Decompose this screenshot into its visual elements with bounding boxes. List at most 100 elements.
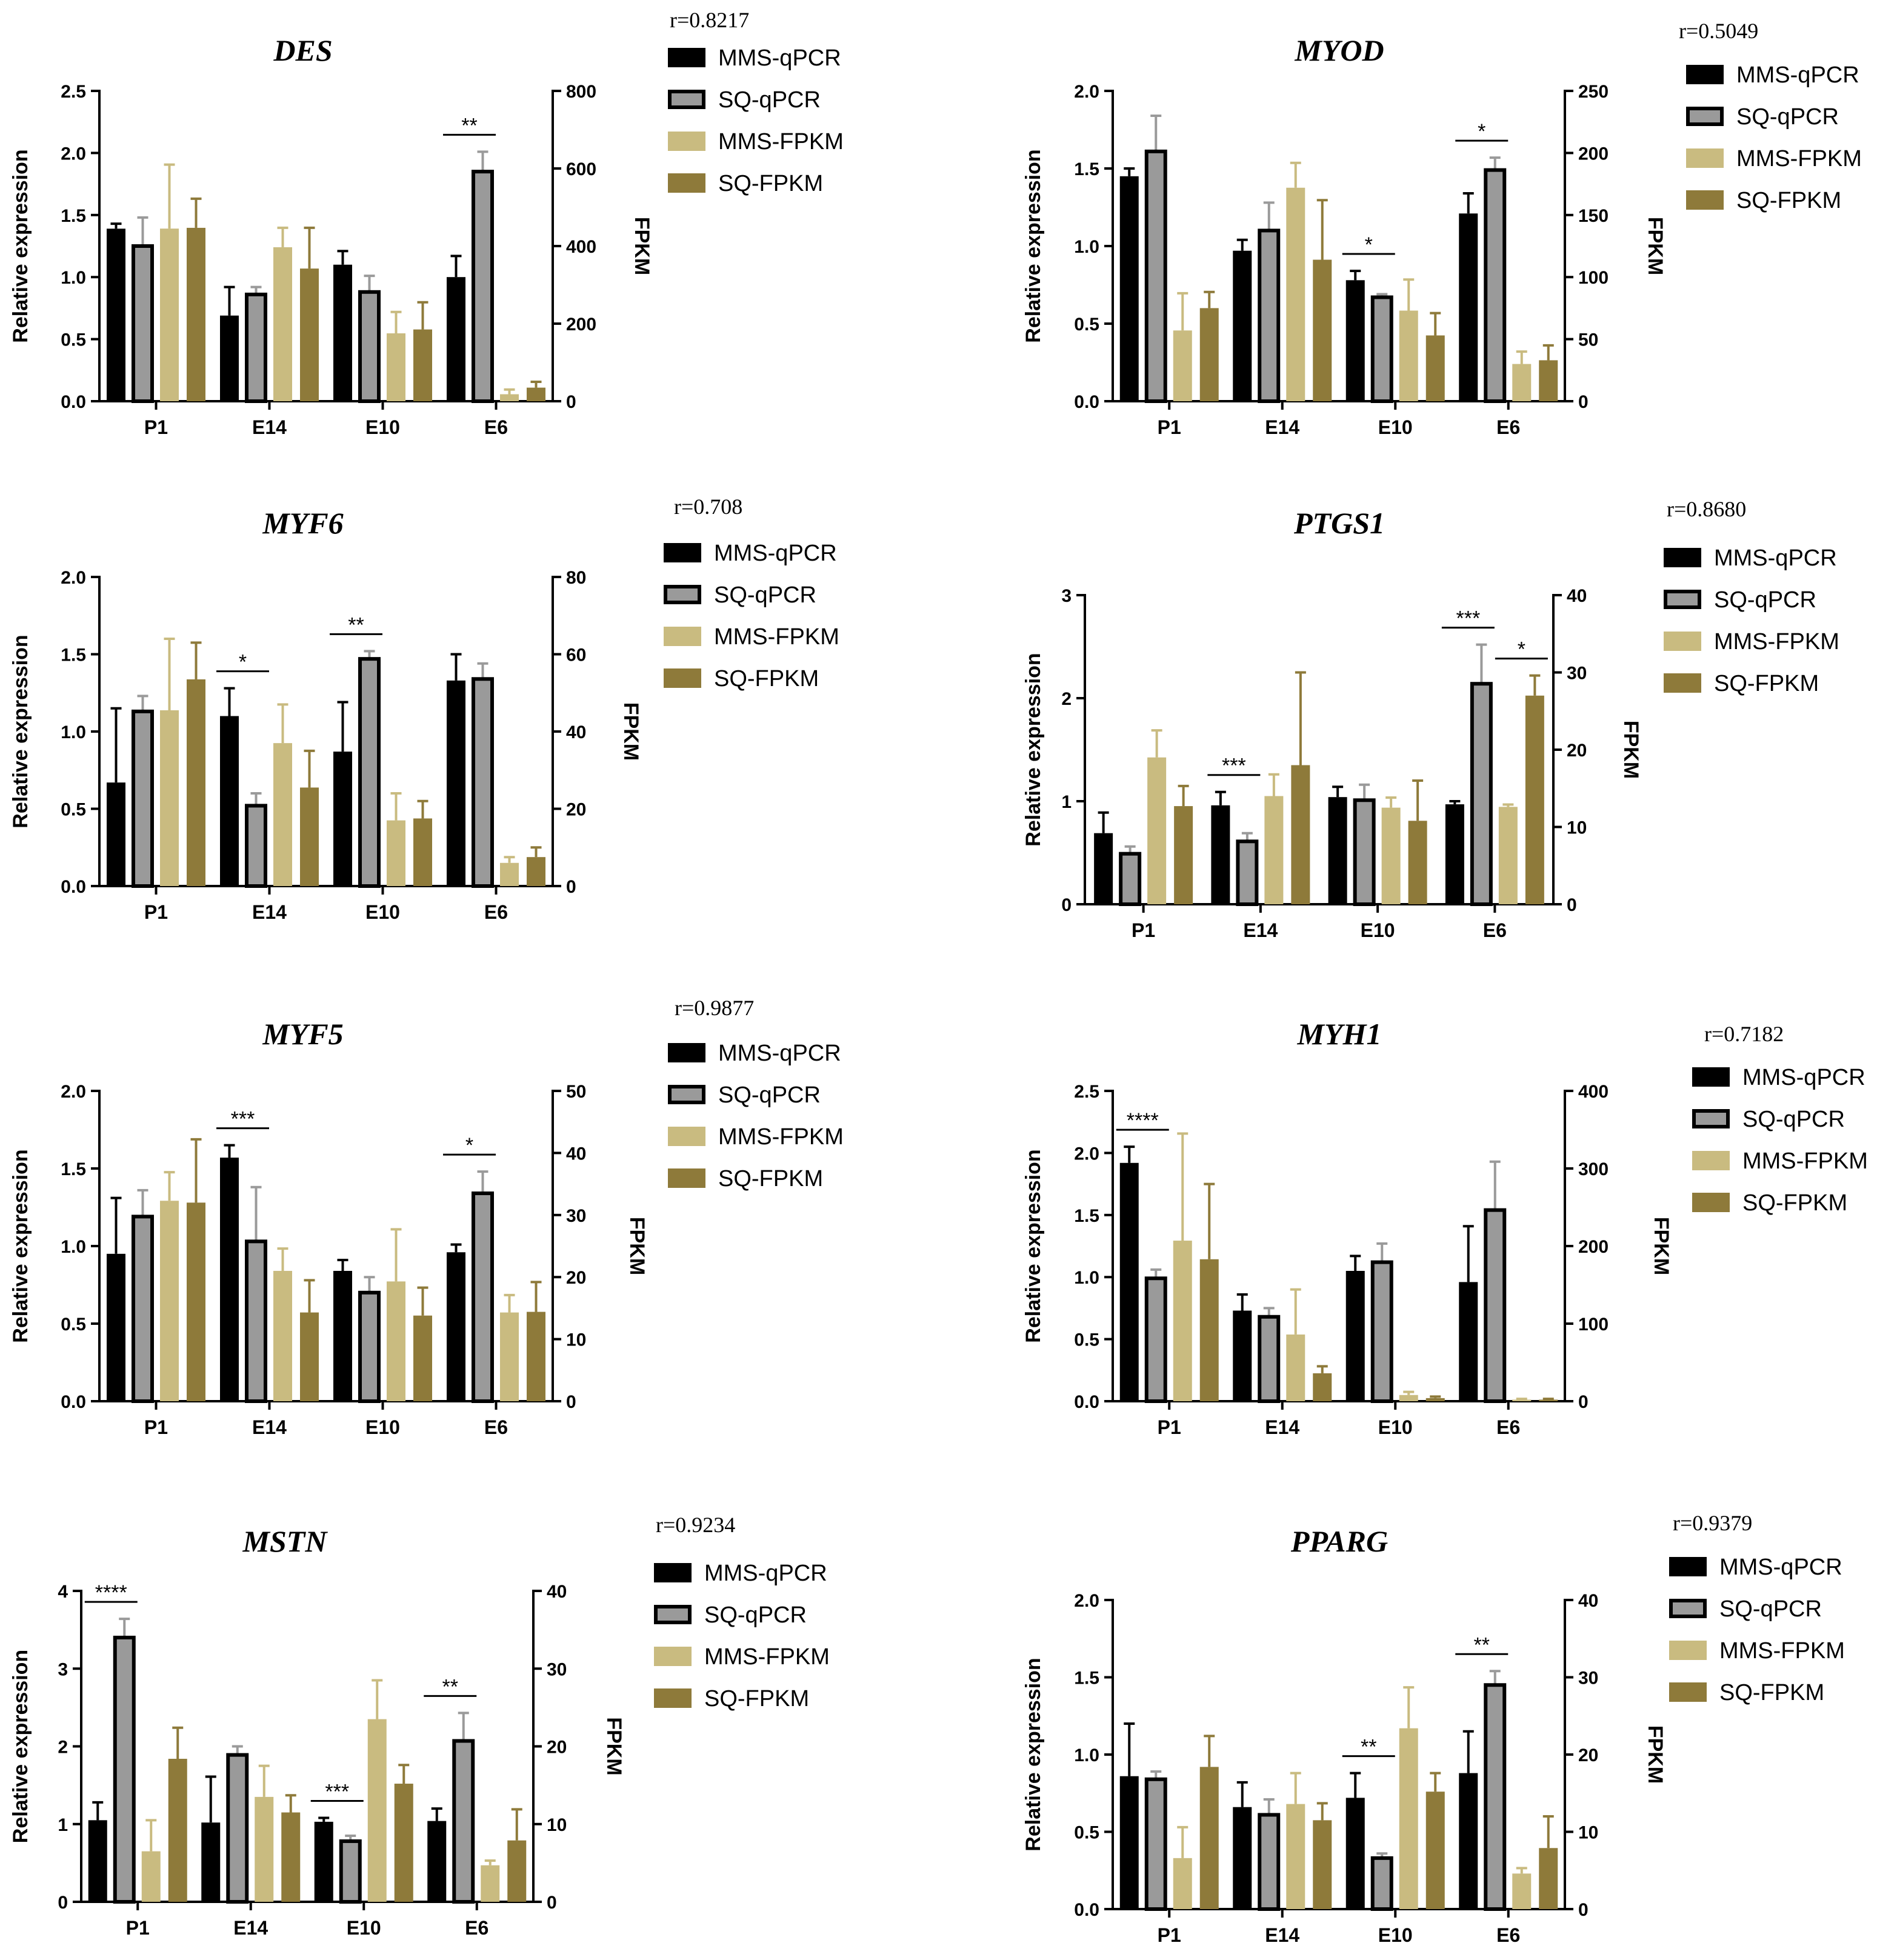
bar: [333, 264, 352, 401]
bar: [1211, 805, 1230, 904]
bar: [1512, 364, 1532, 401]
chart-title: PTGS1: [1293, 506, 1385, 540]
bar: [113, 1635, 136, 1904]
bar: [339, 1839, 362, 1904]
chart-panel-myh1: MYH1 r=0.7182 0.0 0.5 1.0 1.5 2.0 2.5 0 100 200 300…: [1022, 1017, 1868, 1438]
legend-swatch: [1686, 65, 1724, 84]
y-tick-label: 0.0: [61, 1392, 86, 1412]
bar: [527, 387, 545, 401]
y-tick-label: 2: [58, 1738, 68, 1758]
bar: [387, 820, 405, 886]
bar: [1484, 1208, 1507, 1404]
bar: [1119, 1162, 1139, 1401]
bar: [1539, 1399, 1558, 1401]
bar: [1425, 1398, 1445, 1401]
y-tick-label: 2.5: [1074, 1082, 1099, 1102]
legend-swatch: [1664, 632, 1701, 651]
bar: [226, 1753, 249, 1904]
legend-label: SQ-qPCR: [714, 582, 816, 608]
y-tick-label: 0.5: [61, 800, 86, 820]
bar: [1539, 360, 1558, 401]
y2-tick-label: 400: [1578, 1082, 1609, 1102]
bar: [245, 1239, 267, 1404]
significance-label: *: [1478, 120, 1485, 143]
y-tick-label: 0.5: [1074, 1330, 1099, 1350]
legend-swatch: [664, 627, 701, 646]
bar: [367, 1719, 387, 1902]
x-tick-label: E6: [1496, 1416, 1520, 1438]
bar: [132, 1215, 154, 1403]
legend-label: MMS-FPKM: [1719, 1638, 1845, 1664]
bar: [187, 679, 205, 886]
bar: [1119, 1776, 1139, 1909]
y-tick-label: 0.5: [1074, 1823, 1099, 1843]
y-tick-label: 1.5: [1074, 159, 1099, 179]
y-axis-label: Relative expression: [1022, 1658, 1045, 1851]
y2-tick-label: 10: [566, 1330, 586, 1350]
x-tick-label: E10: [1378, 1924, 1413, 1946]
x-tick-label: E14: [1265, 416, 1299, 438]
chart-panel-des: DES r=0.8217 0.0 0.5 1.0 1.5 2.0 2.5 0 200 400 600 8…: [9, 8, 844, 438]
y2-tick-label: 20: [566, 1268, 586, 1288]
bar: [132, 709, 154, 888]
legend-label: SQ-qPCR: [1736, 104, 1839, 130]
y-tick-label: 1.5: [1074, 1668, 1099, 1688]
y2-tick-label: 20: [1578, 1745, 1598, 1765]
legend-label: SQ-qPCR: [1742, 1107, 1845, 1132]
y2-tick-label: 10: [547, 1815, 567, 1835]
bar: [1119, 852, 1142, 906]
bar: [1399, 1395, 1418, 1401]
bar: [527, 1312, 545, 1401]
correlation-value: r=0.9234: [656, 1513, 735, 1537]
y2-tick-label: 200: [566, 315, 596, 335]
chart-title: MYOD: [1294, 33, 1384, 67]
y2-tick-label: 40: [566, 1144, 586, 1164]
y2-tick-label: 50: [566, 1082, 586, 1102]
legend-label: MMS-qPCR: [704, 1561, 827, 1586]
y2-tick-label: 800: [566, 82, 596, 102]
bar: [481, 1865, 500, 1902]
y-tick-label: 0: [1061, 895, 1072, 915]
bar: [187, 1202, 205, 1401]
bar: [1286, 187, 1305, 401]
y2-tick-label: 20: [566, 800, 586, 820]
chart-title: MYF5: [262, 1017, 343, 1051]
correlation-value: r=0.708: [674, 495, 742, 519]
chart-title: DES: [273, 33, 332, 67]
x-tick-label: E10: [1361, 919, 1395, 941]
x-tick-label: E6: [484, 416, 508, 438]
bar: [1459, 213, 1478, 401]
y2-tick-label: 100: [1578, 1315, 1609, 1335]
bar: [1233, 1807, 1252, 1909]
legend-label: MMS-FPKM: [718, 129, 844, 155]
legend-swatch: [1692, 1109, 1730, 1128]
y-tick-label: 2.0: [1074, 1591, 1099, 1611]
bar: [273, 1270, 292, 1401]
legend-swatch: [668, 1127, 705, 1146]
bar: [1264, 796, 1284, 904]
x-tick-label: P1: [1158, 1416, 1181, 1438]
legend-label: MMS-FPKM: [704, 1644, 830, 1670]
bar: [300, 268, 319, 401]
x-tick-label: E10: [365, 1416, 400, 1438]
y2-tick-label: 250: [1578, 82, 1609, 102]
x-tick-label: P1: [1158, 1924, 1181, 1946]
y-tick-label: 1.5: [61, 206, 86, 226]
y-tick-label: 1: [58, 1815, 68, 1835]
bar: [1147, 757, 1167, 904]
y2-tick-label: 0: [1578, 1392, 1589, 1412]
significance-label: **: [348, 613, 364, 636]
y-axis-label: Relative expression: [9, 635, 32, 828]
y-tick-label: 1.0: [61, 1237, 86, 1257]
bar: [1173, 1858, 1192, 1909]
y2-tick-label: 30: [547, 1659, 567, 1679]
bar: [160, 1201, 179, 1401]
bar: [1258, 1315, 1281, 1404]
legend-swatch: [668, 132, 705, 151]
bar: [1291, 765, 1310, 904]
correlation-value: r=0.8217: [670, 8, 749, 32]
legend-swatch: [1664, 548, 1701, 567]
legend-swatch: [654, 1647, 692, 1666]
y2-tick-label: 80: [566, 568, 586, 588]
